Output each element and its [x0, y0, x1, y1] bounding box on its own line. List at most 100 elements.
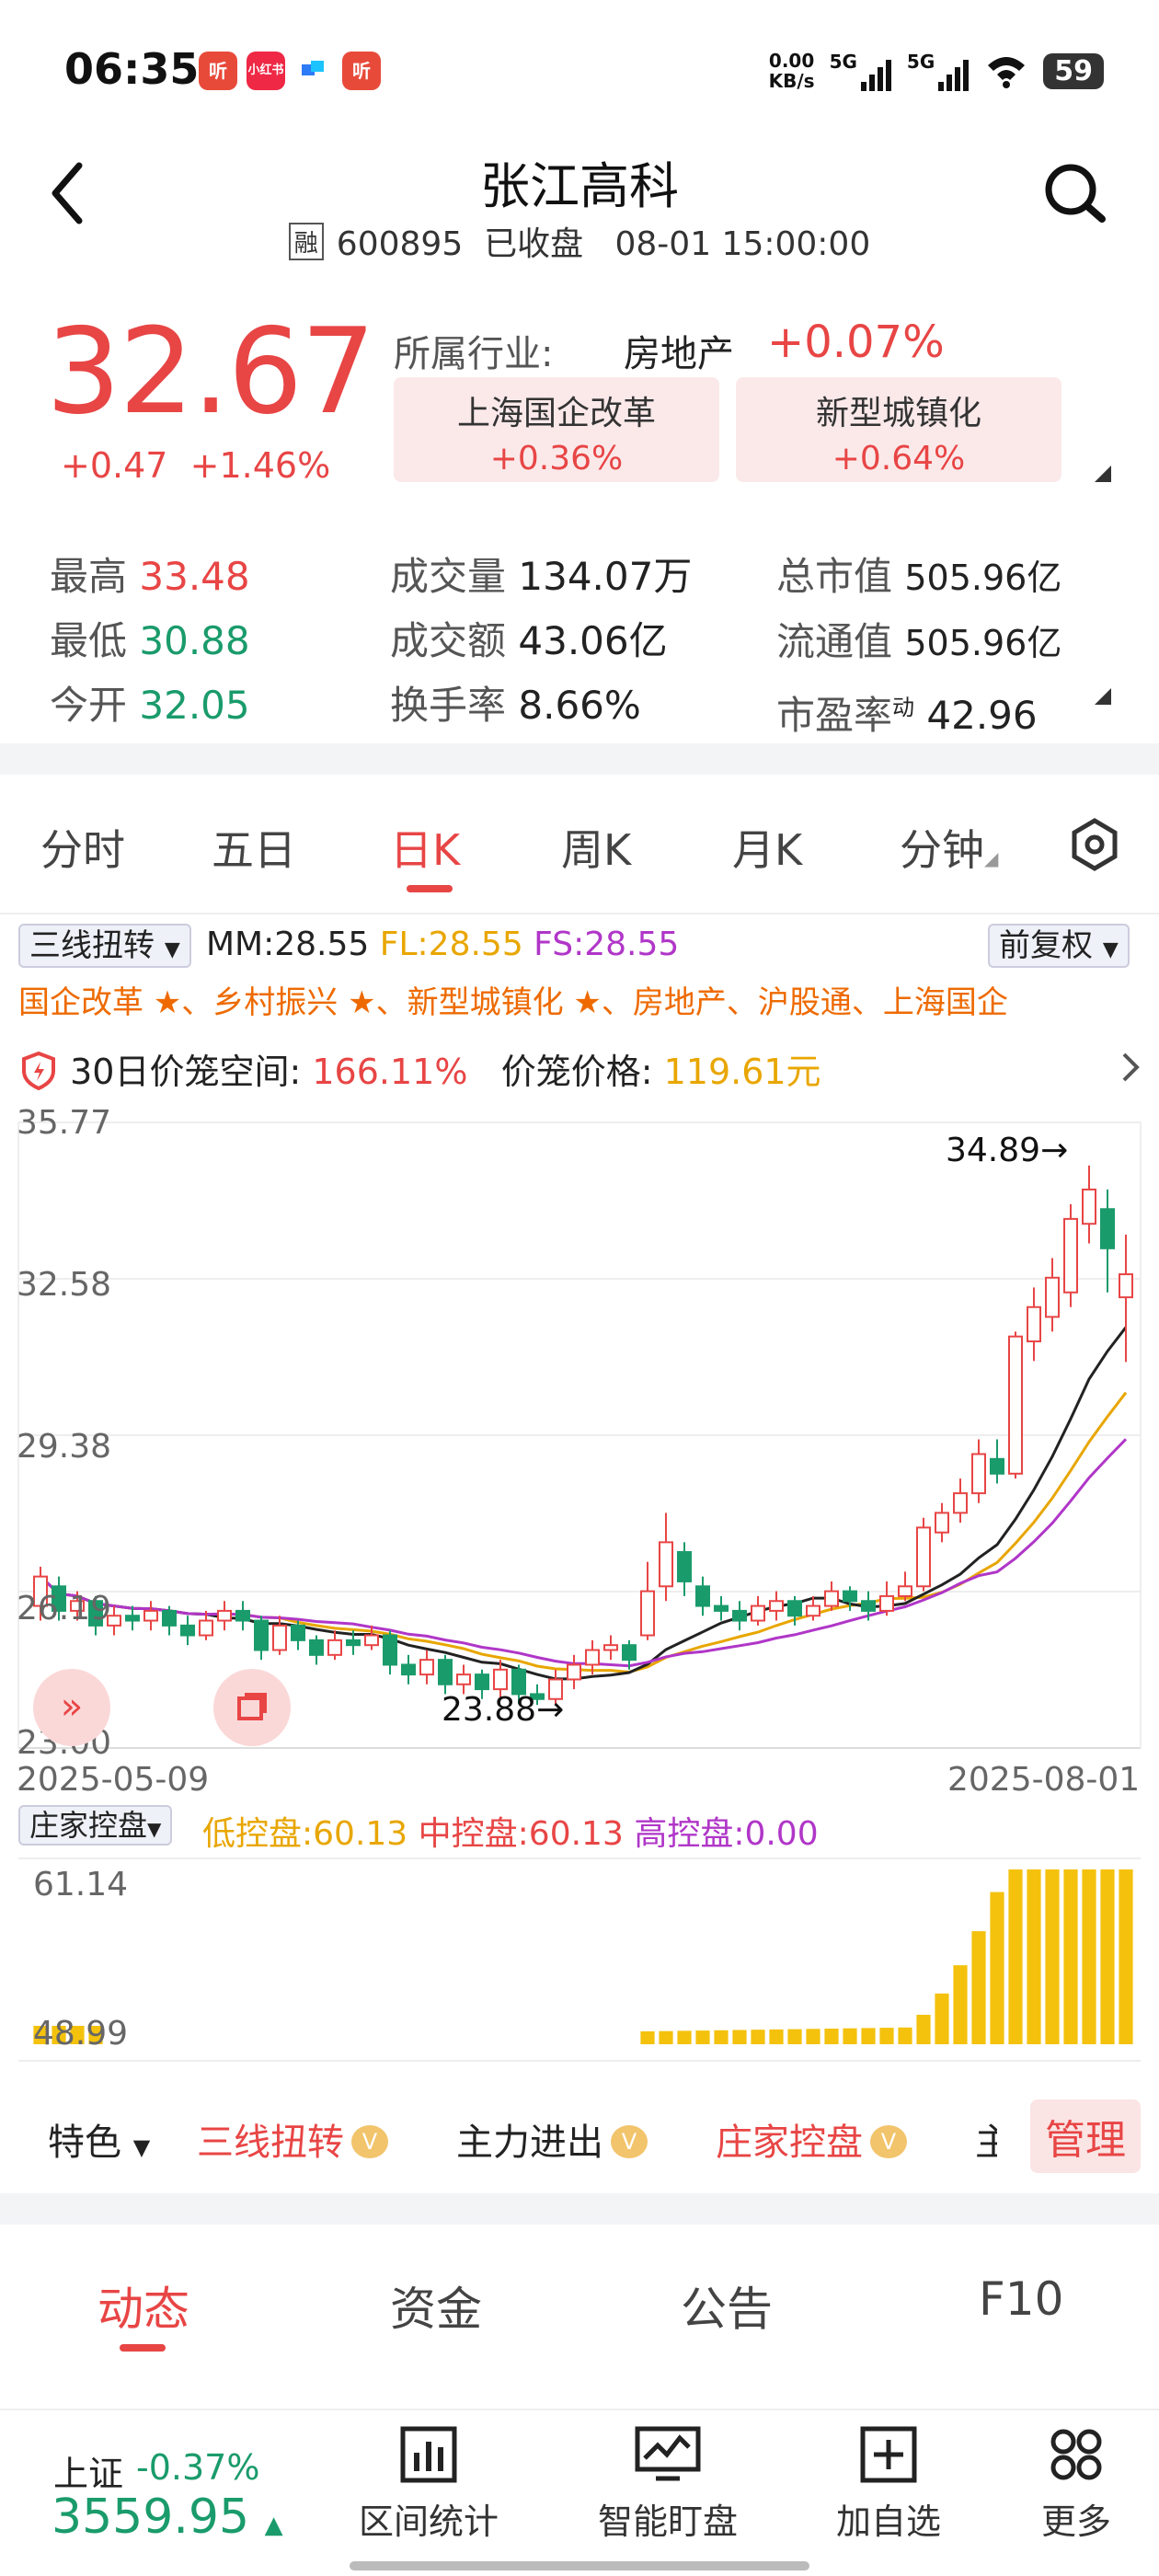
stat-value: 43.06亿	[518, 618, 668, 663]
candles	[33, 1165, 1133, 1706]
candle-body	[567, 1663, 581, 1681]
candle-body	[235, 1609, 250, 1622]
sub-indicator-chart[interactable]	[0, 1849, 1159, 2070]
chip-three-line[interactable]: 三线扭转 V	[197, 2112, 388, 2166]
chip-main-flow[interactable]: 主力进出 V	[456, 2112, 648, 2166]
index-name[interactable]: 上证	[53, 2454, 124, 2494]
industry-label: 所属行业:	[394, 333, 554, 375]
stat-low: 最低 30.88	[50, 609, 250, 673]
indicator-name: 三线扭转	[29, 927, 155, 964]
search-icon[interactable]	[1039, 158, 1113, 232]
candle-body	[88, 1600, 103, 1627]
concept-card-2[interactable]: 新型城镇化 +0.64%	[736, 377, 1061, 482]
candle-body	[677, 1551, 692, 1582]
change-pct: +1.46%	[189, 445, 331, 486]
sub-y-bottom: 48.99	[33, 2015, 129, 2053]
fullscreen-icon	[237, 1693, 267, 1720]
candle-body	[1119, 1273, 1133, 1299]
status-icons: 0.00 KB/s 5G 5G 59	[769, 48, 1104, 94]
candle-body	[695, 1585, 710, 1607]
tab-five-day[interactable]: 五日	[212, 825, 296, 875]
tab-news[interactable]: 动态	[98, 2283, 189, 2336]
index-change: -0.37%	[136, 2447, 260, 2488]
net-speed-value: 0.00	[768, 50, 815, 72]
x-start-date: 2025-05-09	[17, 1761, 210, 1799]
more-button[interactable]: 更多	[993, 2425, 1159, 2544]
chip-more[interactable]: 主	[975, 2112, 997, 2166]
control-bar	[714, 2030, 729, 2044]
candle-body	[511, 1668, 526, 1696]
chevron-right-icon[interactable]	[1117, 1049, 1144, 1086]
candle-body	[199, 1619, 213, 1637]
concept-tags[interactable]: 国企改革 ★、乡村振兴 ★、新型城镇化 ★、房地产、沪股通、上海国企	[18, 984, 1008, 1021]
candle-body	[916, 1526, 931, 1588]
concept-card-1[interactable]: 上海国企改革 +0.36%	[394, 377, 719, 482]
tab-daily-k[interactable]: 日K	[390, 825, 461, 875]
tab-intraday[interactable]: 分时	[40, 825, 125, 875]
control-bar	[88, 2026, 103, 2044]
stat-volume: 成交量 134.07万	[390, 545, 692, 609]
market-state: 已收盘	[484, 225, 584, 263]
stat-value: 505.96亿	[904, 558, 1062, 598]
candle-body	[272, 1624, 287, 1651]
manage-button[interactable]: 管理	[1030, 2099, 1141, 2173]
smart-watch-button[interactable]: 智能盯盘	[585, 2425, 751, 2544]
control-bar	[1045, 1869, 1060, 2044]
fullscreen-button[interactable]	[213, 1669, 291, 1746]
tab-minute-label: 分钟	[900, 825, 984, 875]
chart-settings-icon[interactable]	[1067, 817, 1122, 872]
chip-dealer-control[interactable]: 庄家控盘 V	[716, 2112, 907, 2166]
tab-weekly-k[interactable]: 周K	[561, 825, 632, 875]
stats-col-3: 总市值 505.96亿 流通值 505.96亿 市盈率动 42.96	[776, 545, 1061, 748]
stat-label: 总市值	[776, 554, 893, 599]
sub-indicator-select[interactable]: 庄家控盘▼	[18, 1805, 173, 1846]
candle-body	[438, 1659, 453, 1685]
tab-monthly-k[interactable]: 月K	[732, 825, 803, 875]
expand-sidebar-button[interactable]: »	[33, 1669, 110, 1746]
signal-icon-2	[938, 60, 970, 91]
margin-trading-badge: 融	[288, 223, 324, 260]
candle-body	[162, 1609, 177, 1627]
adjust-label: 前复权	[999, 927, 1093, 964]
expand-stats-icon[interactable]	[1095, 688, 1111, 705]
more-grid-icon	[1050, 2429, 1102, 2480]
control-bar	[677, 2030, 692, 2044]
stat-label: 市盈率	[776, 693, 893, 738]
stock-name: 张江高科	[480, 157, 679, 215]
candle-body	[659, 1541, 673, 1588]
candle-body	[879, 1594, 894, 1612]
tab-minute[interactable]: 分钟◢	[900, 817, 998, 878]
monitor-chart-icon	[635, 2426, 701, 2481]
indicator-select[interactable]: 三线扭转 ▼	[18, 924, 191, 968]
candle-body	[953, 1492, 968, 1514]
candle-body	[843, 1590, 857, 1603]
adjust-select[interactable]: 前复权 ▼	[988, 924, 1130, 968]
expand-triangle-icon[interactable]	[1095, 466, 1111, 482]
feature-select[interactable]: 特色 ▼	[48, 2112, 150, 2166]
chevron-down-icon: ▼	[1102, 938, 1119, 961]
add-watchlist-button[interactable]: 加自选	[806, 2425, 971, 2544]
vip-badge-icon: V	[870, 2125, 907, 2158]
mm-value: MM:28.55	[206, 926, 370, 963]
tab-funds[interactable]: 资金	[390, 2283, 482, 2336]
tab-f10[interactable]: F10	[979, 2272, 1064, 2326]
interval-stats-button[interactable]: 区间统计	[346, 2425, 511, 2544]
stat-high: 最高 33.48	[50, 545, 250, 609]
change-abs: +0.47	[61, 445, 168, 486]
section-divider-2	[0, 2193, 1159, 2225]
high-annotation: 34.89→	[946, 1132, 1069, 1169]
industry-name[interactable]: 房地产	[624, 333, 734, 375]
back-arrow-icon[interactable]	[42, 156, 98, 230]
kline-chart[interactable]	[0, 1104, 1159, 1803]
cage-price-value: 119.61元	[663, 1052, 821, 1092]
stat-turnover-amount: 成交额 43.06亿	[390, 609, 692, 673]
chip-label: 庄家控盘	[716, 2122, 863, 2164]
tab-announcements[interactable]: 公告	[681, 2283, 773, 2336]
control-bars	[33, 1869, 1133, 2044]
price-cage-row[interactable]: 30日价笼空间: 166.11% 价笼价格: 119.61元	[18, 1043, 821, 1094]
control-bar	[1008, 1869, 1023, 2044]
candle-body	[824, 1590, 839, 1607]
stat-label: 流通值	[776, 619, 893, 664]
candle-body	[787, 1600, 802, 1617]
control-bar	[916, 2015, 931, 2044]
